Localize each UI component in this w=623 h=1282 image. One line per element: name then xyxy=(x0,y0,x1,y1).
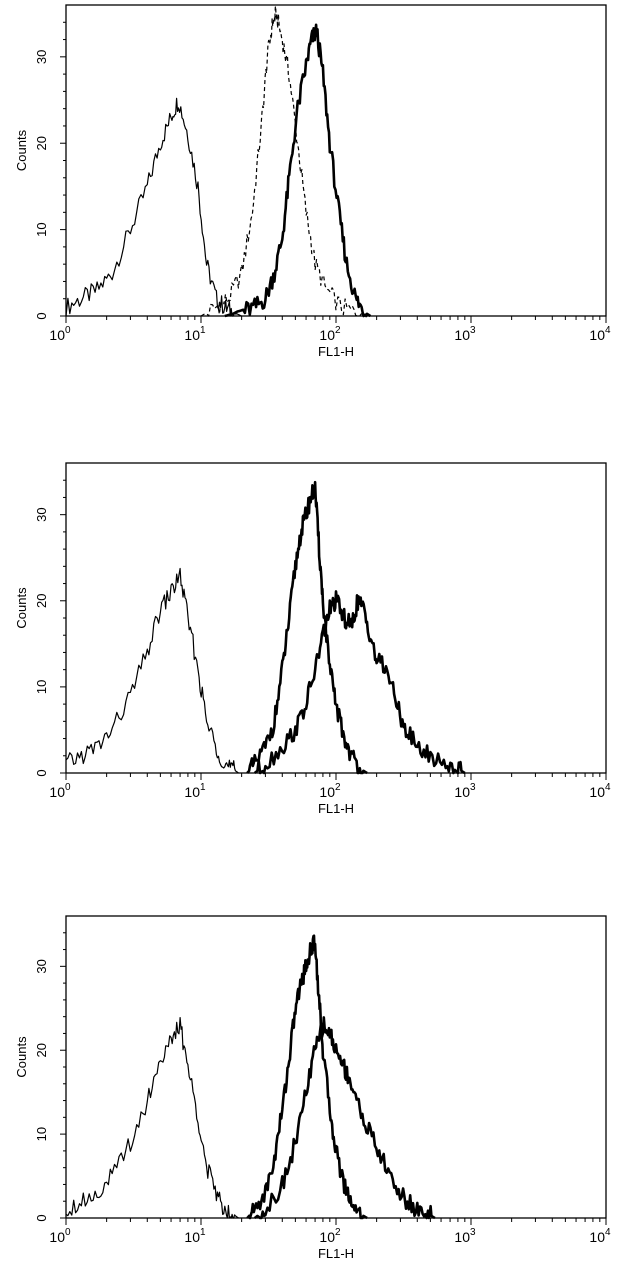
x-tick-label: 100 xyxy=(49,325,71,343)
histogram-chart-2: 100 101 102 103 104 0 10 20 30 FL1-H Counts xyxy=(14,462,611,816)
x-tick-label: 103 xyxy=(454,325,476,343)
series-line-thin xyxy=(65,1017,239,1219)
series-line-thick xyxy=(246,480,368,775)
x-axis-title: FL1-H xyxy=(318,1246,354,1261)
x-tick-label: 102 xyxy=(319,325,341,343)
y-tick-label: 20 xyxy=(34,1043,49,1057)
x-tick-label: 101 xyxy=(184,1227,206,1245)
y-tick-label: 0 xyxy=(34,769,49,776)
y-axis-title: Counts xyxy=(14,587,29,629)
series-line-dashed xyxy=(200,5,368,317)
x-tick-label: 102 xyxy=(319,782,341,800)
y-tick-label: 0 xyxy=(34,1214,49,1221)
histogram-chart-1: 100 101 102 103 104 0 10 20 30 FL1-H Counts xyxy=(14,4,611,359)
y-tick-label: 30 xyxy=(34,507,49,521)
x-tick-label: 104 xyxy=(589,325,611,343)
x-tick-label: 102 xyxy=(319,1227,341,1245)
series-line-thick xyxy=(253,590,466,775)
x-tick-label: 104 xyxy=(589,782,611,800)
plot-frame xyxy=(65,462,607,774)
x-tick-label: 103 xyxy=(454,1227,476,1245)
y-tick-label: 0 xyxy=(34,312,49,319)
x-tick-label: 104 xyxy=(589,1227,611,1245)
y-tick-label: 30 xyxy=(34,959,49,973)
y-axis-title: Counts xyxy=(14,1036,29,1078)
series-line-thin xyxy=(65,567,239,774)
y-tick-label: 10 xyxy=(34,1127,49,1141)
x-tick-label: 100 xyxy=(49,1227,71,1245)
x-tick-label: 101 xyxy=(184,325,206,343)
histogram-panel-2: 100 101 102 103 104 0 10 20 30 FL1-H Counts xyxy=(0,455,623,835)
y-tick-label: 10 xyxy=(34,222,49,236)
y-tick-label: 20 xyxy=(34,594,49,608)
series-line-thick xyxy=(253,1016,436,1220)
x-tick-label: 100 xyxy=(49,782,71,800)
y-tick-label: 20 xyxy=(34,136,49,150)
plot-frame xyxy=(65,915,607,1219)
y-axis-title: Counts xyxy=(14,129,29,171)
series-line-thin xyxy=(65,97,242,317)
histogram-panel-1: 100 101 102 103 104 0 10 20 30 FL1-H Counts xyxy=(0,0,623,370)
x-axis-title: FL1-H xyxy=(318,344,354,359)
series-line-thick xyxy=(224,23,372,318)
histogram-panel-3: 100 101 102 103 104 0 10 20 30 FL1-H Counts xyxy=(0,910,623,1282)
y-tick-label: 10 xyxy=(34,680,49,694)
histogram-chart-3: 100 101 102 103 104 0 10 20 30 FL1-H Counts xyxy=(14,915,611,1261)
series-line-thick xyxy=(246,934,368,1220)
y-tick-label: 30 xyxy=(34,50,49,64)
plot-frame xyxy=(65,4,607,317)
x-tick-label: 103 xyxy=(454,782,476,800)
x-tick-label: 101 xyxy=(184,782,206,800)
x-axis-title: FL1-H xyxy=(318,801,354,816)
